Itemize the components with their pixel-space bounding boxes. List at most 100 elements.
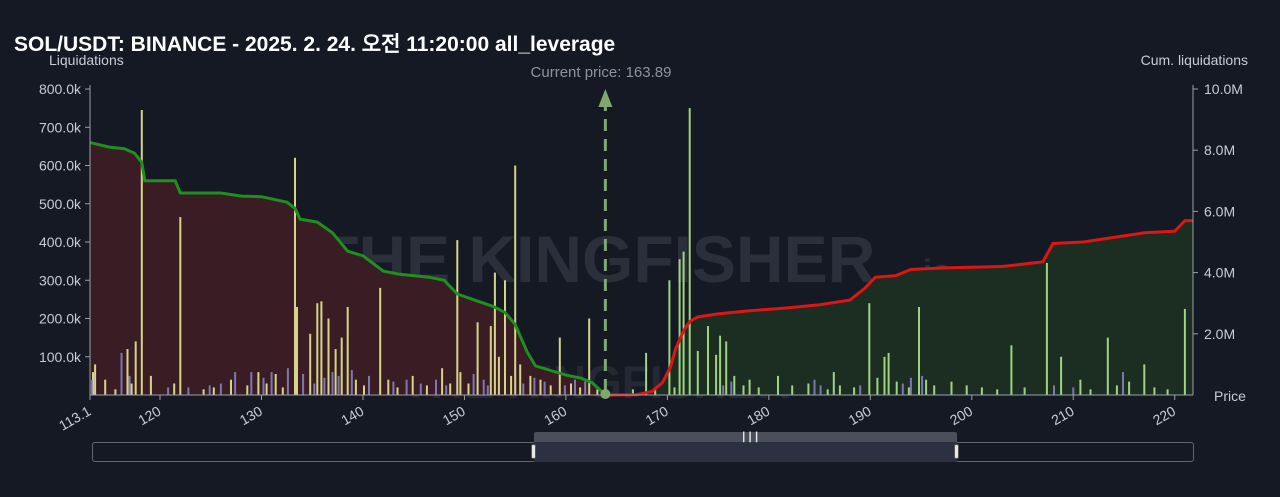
x-tick-label: 210	[1049, 403, 1077, 429]
other-liq-bar	[368, 375, 370, 395]
short-liq-bar	[673, 387, 676, 395]
other-liq-bar	[543, 381, 546, 395]
short-liq-bar	[733, 375, 736, 395]
other-liq-bar	[482, 379, 485, 395]
navigator-right-handle[interactable]	[954, 444, 959, 459]
x-tick-label: 200	[947, 403, 975, 429]
other-liq-bar	[286, 368, 289, 395]
x-tick-label: 120	[135, 403, 163, 429]
short-liq-bar	[645, 352, 648, 395]
long-liq-bar	[493, 272, 496, 395]
long-liq-bar	[411, 375, 414, 395]
other-liq-bar	[730, 381, 733, 395]
long-liq-bar	[396, 387, 399, 395]
short-liq-bar	[868, 303, 871, 395]
long-liq-bar	[320, 301, 323, 395]
navigator-scrollbar[interactable]	[534, 432, 957, 442]
y-tick-label: 300.0k	[39, 272, 82, 288]
short-liq-bar	[980, 387, 983, 395]
long-liq-bar	[296, 307, 298, 395]
short-liq-bar	[895, 381, 898, 395]
short-liq-bar	[719, 335, 722, 395]
long-liq-bar	[354, 379, 357, 395]
long-liq-bar	[114, 389, 117, 395]
other-liq-bar	[1053, 385, 1055, 395]
other-liq-bar	[128, 375, 131, 395]
short-liq-bar	[876, 377, 879, 395]
short-liq-bar	[996, 389, 999, 395]
long-liq-bar	[281, 387, 284, 395]
short-liq-bar	[883, 356, 886, 396]
other-liq-bar	[187, 387, 190, 395]
long-liq-bar	[529, 375, 532, 395]
long-liq-bar	[173, 383, 176, 395]
other-liq-bar	[445, 385, 448, 395]
long-liq-bar	[558, 337, 561, 395]
x-tick-label: 190	[846, 403, 874, 429]
other-liq-bar	[533, 377, 536, 395]
other-liq-bar	[909, 377, 912, 395]
long-liq-bar	[539, 379, 542, 395]
long-liq-bar	[246, 385, 249, 395]
short-liq-bar	[887, 352, 890, 395]
other-liq-bar	[313, 383, 316, 395]
y2-tick-label: 6.0M	[1204, 203, 1235, 219]
short-liq-bar	[933, 385, 936, 395]
x-tick-label: 140	[338, 403, 366, 429]
long-liq-bar	[104, 379, 107, 395]
short-liq-bar	[777, 375, 779, 395]
long-liq-bar	[149, 375, 152, 395]
navigator-window[interactable]	[534, 442, 957, 462]
other-liq-bar	[921, 375, 924, 395]
y2-tick-label: 4.0M	[1204, 265, 1235, 281]
long-liq-bar	[449, 383, 452, 395]
y-tick-label: 600.0k	[39, 158, 82, 174]
other-liq-bar	[522, 383, 525, 395]
short-liq-bar	[696, 351, 699, 395]
short-liq-bar	[965, 385, 968, 395]
x-tick-label: 220	[1150, 403, 1178, 429]
x-axis-title: Price	[1214, 388, 1246, 404]
other-liq-bar	[419, 383, 422, 395]
other-liq-bar	[167, 387, 170, 395]
short-liq-bar	[1166, 389, 1169, 395]
long-liq-bar	[309, 333, 312, 395]
grip-icon[interactable]: ┃┃┃	[741, 432, 761, 442]
short-liq-bar	[715, 354, 718, 395]
other-liq-bar	[859, 385, 862, 395]
short-liq-bar	[631, 389, 634, 395]
short-liq-bar	[757, 387, 760, 395]
other-liq-bar	[563, 385, 566, 395]
long-liq-bar	[504, 280, 506, 396]
x-tick-label: 113.1	[56, 403, 94, 434]
long-liq-bar	[126, 349, 129, 395]
short-liq-bar	[1183, 308, 1186, 395]
short-liq-bar	[1010, 345, 1013, 395]
other-liq-bar	[234, 372, 237, 395]
navigator-left-handle[interactable]	[531, 444, 536, 459]
other-liq-bar	[302, 374, 305, 395]
long-liq-bar	[257, 372, 260, 395]
long-liq-bar	[579, 387, 582, 395]
long-liq-bar	[179, 217, 182, 395]
long-cum-line	[89, 141, 607, 397]
other-liq-bar	[208, 385, 211, 395]
short-liq-bar	[1128, 381, 1131, 395]
long-liq-bar	[549, 385, 552, 395]
short-liq-bar	[838, 385, 841, 395]
other-liq-bar	[584, 381, 587, 395]
right-axis-title: Cum. liquidations	[1140, 52, 1248, 68]
long-liq-bar	[202, 389, 205, 395]
short-liq-bar	[907, 387, 910, 395]
long-liq-bar	[212, 387, 215, 395]
x-tick-label: 130	[237, 403, 265, 429]
long-liq-bar	[456, 240, 459, 395]
short-liq-bar	[748, 379, 751, 395]
short-liq-bar	[1023, 387, 1026, 395]
long-liq-bar	[379, 287, 382, 395]
long-liq-bar	[441, 368, 444, 395]
current-price-label: Current price: 163.89	[531, 64, 672, 81]
long-liq-bar	[570, 383, 572, 395]
short-liq-bar	[832, 372, 835, 395]
long-liq-bar	[476, 322, 479, 395]
